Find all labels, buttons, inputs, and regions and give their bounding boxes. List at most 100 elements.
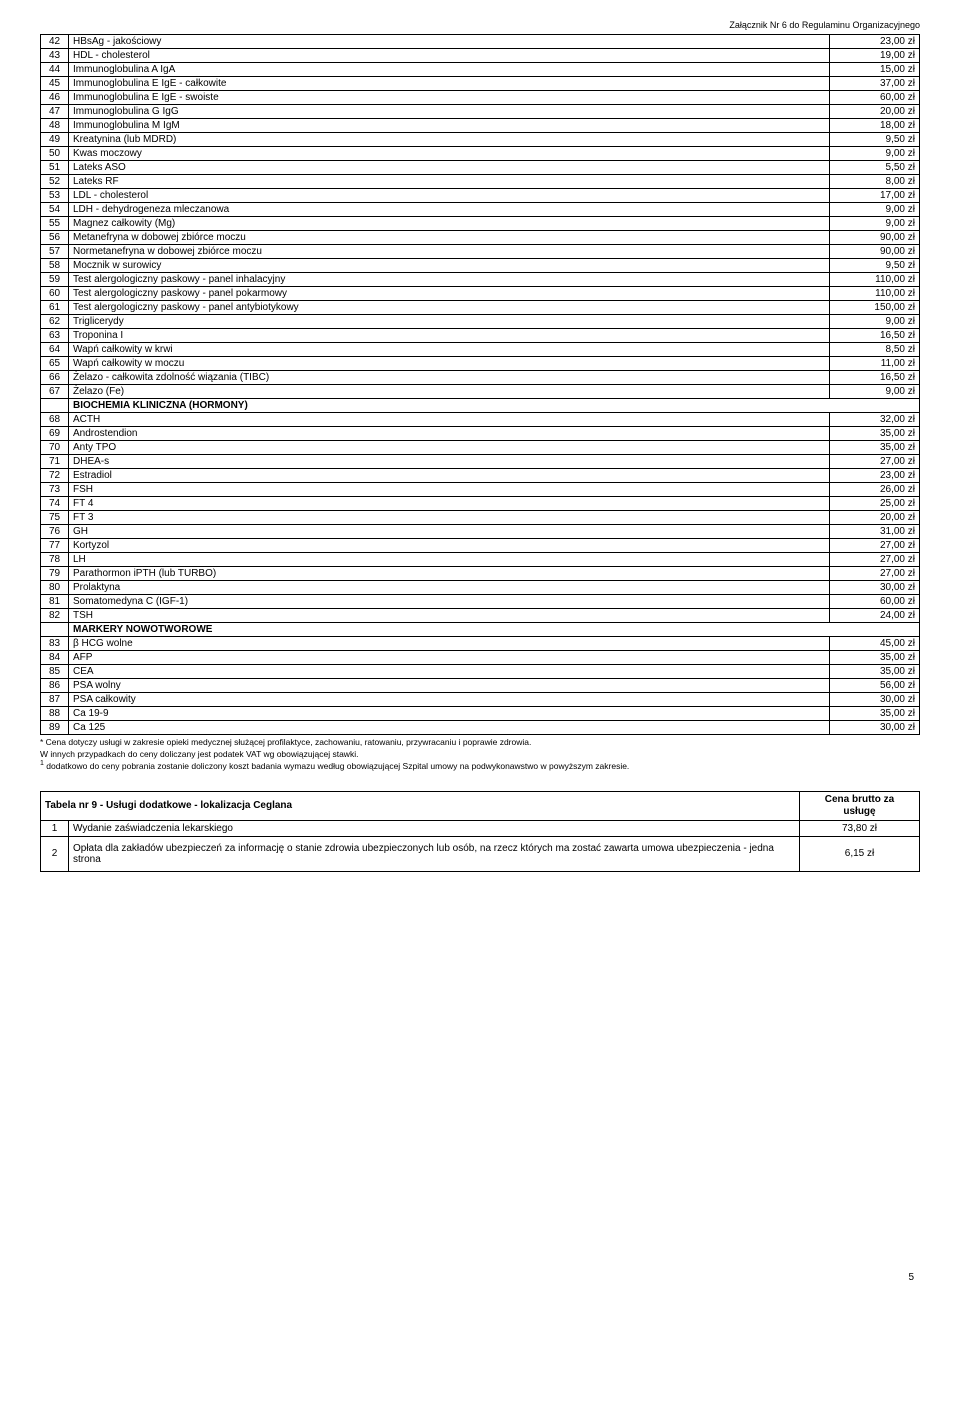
table-row: 86PSA wolny56,00 zł (41, 679, 920, 693)
row-label: Estradiol (69, 469, 830, 483)
table-row: 61Test alergologiczny paskowy - panel an… (41, 301, 920, 315)
row-price: 30,00 zł (830, 721, 920, 735)
row-label: Wapń całkowity w moczu (69, 357, 830, 371)
row-number: 83 (41, 637, 69, 651)
row-label: Lateks RF (69, 175, 830, 189)
row-label: Kreatynina (lub MDRD) (69, 133, 830, 147)
row-number: 86 (41, 679, 69, 693)
row-label: Immunoglobulina E IgE - całkowite (69, 77, 830, 91)
table-row: 62Triglicerydy9,00 zł (41, 315, 920, 329)
row-label: LDH - dehydrogeneza mleczanowa (69, 203, 830, 217)
row-number: 82 (41, 609, 69, 623)
table-row: 66Żelazo - całkowita zdolność wiązania (… (41, 371, 920, 385)
row-price: 27,00 zł (830, 539, 920, 553)
row-label: CEA (69, 665, 830, 679)
table-row: 76GH31,00 zł (41, 525, 920, 539)
row-price: 20,00 zł (830, 511, 920, 525)
row-label: Ca 125 (69, 721, 830, 735)
row-number: 54 (41, 203, 69, 217)
row-label: FT 4 (69, 497, 830, 511)
row-number: 45 (41, 77, 69, 91)
table-row: 55Magnez całkowity (Mg)9,00 zł (41, 217, 920, 231)
table-9: Tabela nr 9 - Usługi dodatkowe - lokaliz… (40, 791, 920, 872)
row-price: 26,00 zł (830, 483, 920, 497)
row-number: 57 (41, 245, 69, 259)
row-number: 49 (41, 133, 69, 147)
row-label: PSA wolny (69, 679, 830, 693)
table-row: 89Ca 12530,00 zł (41, 721, 920, 735)
row-label: Immunoglobulina E IgE - swoiste (69, 91, 830, 105)
row-price: 8,00 zł (830, 175, 920, 189)
row-label: Test alergologiczny paskowy - panel poka… (69, 287, 830, 301)
row-price: 30,00 zł (830, 693, 920, 707)
table-row: 83 β HCG wolne45,00 zł (41, 637, 920, 651)
table-row: 43HDL - cholesterol19,00 zł (41, 49, 920, 63)
row-label: FT 3 (69, 511, 830, 525)
section-header: BIOCHEMIA KLINICZNA (HORMONY) (69, 399, 920, 413)
table-row: 70Anty TPO35,00 zł (41, 441, 920, 455)
table-row: 60Test alergologiczny paskowy - panel po… (41, 287, 920, 301)
row-price: 18,00 zł (830, 119, 920, 133)
row-price: 32,00 zł (830, 413, 920, 427)
row-price: 5,50 zł (830, 161, 920, 175)
row-number: 80 (41, 581, 69, 595)
row-price: 35,00 zł (830, 707, 920, 721)
row-price: 20,00 zł (830, 105, 920, 119)
row-price: 9,00 zł (830, 203, 920, 217)
footnote-1: * Cena dotyczy usługi w zakresie opieki … (40, 737, 920, 748)
row-number: 64 (41, 343, 69, 357)
table-row: 77Kortyzol27,00 zł (41, 539, 920, 553)
row-number: 79 (41, 567, 69, 581)
row-number: 42 (41, 35, 69, 49)
row-label: FSH (69, 483, 830, 497)
row-price: 45,00 zł (830, 637, 920, 651)
row-number (41, 623, 69, 637)
row-label: Żelazo (Fe) (69, 385, 830, 399)
row-label: Prolaktyna (69, 581, 830, 595)
table-row: 80Prolaktyna30,00 zł (41, 581, 920, 595)
table-row: 49Kreatynina (lub MDRD)9,50 zł (41, 133, 920, 147)
footnote-2: W innych przypadkach do ceny doliczany j… (40, 749, 920, 760)
row-label: TSH (69, 609, 830, 623)
table-row: 53LDL - cholesterol17,00 zł (41, 189, 920, 203)
row-label: Normetanefryna w dobowej zbiórce moczu (69, 245, 830, 259)
row-price: 56,00 zł (830, 679, 920, 693)
table-row: 44Immunoglobulina A IgA15,00 zł (41, 63, 920, 77)
row-label: Kwas moczowy (69, 147, 830, 161)
header-note: Załącznik Nr 6 do Regulaminu Organizacyj… (40, 20, 920, 30)
row-number: 56 (41, 231, 69, 245)
row-label: PSA całkowity (69, 693, 830, 707)
row-number: 89 (41, 721, 69, 735)
row-price: 9,50 zł (830, 133, 920, 147)
table-row: 59Test alergologiczny paskowy - panel in… (41, 273, 920, 287)
table-row: 79Parathormon iPTH (lub TURBO)27,00 zł (41, 567, 920, 581)
row-number: 81 (41, 595, 69, 609)
row-number: 53 (41, 189, 69, 203)
row-number: 71 (41, 455, 69, 469)
row-number: 87 (41, 693, 69, 707)
footnote-3-text: dodatkowo do ceny pobrania zostanie doli… (44, 761, 629, 771)
footnote-3: 1 dodatkowo do ceny pobrania zostanie do… (40, 760, 920, 771)
row-price: 9,00 zł (830, 315, 920, 329)
row-price: 9,50 zł (830, 259, 920, 273)
row-label: Wapń całkowity w krwi (69, 343, 830, 357)
row-price: 110,00 zł (830, 273, 920, 287)
row-label: Żelazo - całkowita zdolność wiązania (TI… (69, 371, 830, 385)
row-number: 61 (41, 301, 69, 315)
table-row: BIOCHEMIA KLINICZNA (HORMONY) (41, 399, 920, 413)
row-number: 55 (41, 217, 69, 231)
row-price: 9,00 zł (830, 385, 920, 399)
row-number: 62 (41, 315, 69, 329)
row-price: 35,00 zł (830, 427, 920, 441)
row-label: Test alergologiczny paskowy - panel anty… (69, 301, 830, 315)
table-row: 56Metanefryna w dobowej zbiórce moczu90,… (41, 231, 920, 245)
table-row: 87PSA całkowity30,00 zł (41, 693, 920, 707)
table-row: 45Immunoglobulina E IgE - całkowite37,00… (41, 77, 920, 91)
price-header-line2: usługę (843, 806, 875, 817)
section-header: MARKERY NOWOTWOROWE (69, 623, 920, 637)
table-row: 64Wapń całkowity w krwi8,50 zł (41, 343, 920, 357)
footnotes: * Cena dotyczy usługi w zakresie opieki … (40, 737, 920, 772)
row-price: 23,00 zł (830, 35, 920, 49)
row-label: Metanefryna w dobowej zbiórce moczu (69, 231, 830, 245)
row-number: 52 (41, 175, 69, 189)
